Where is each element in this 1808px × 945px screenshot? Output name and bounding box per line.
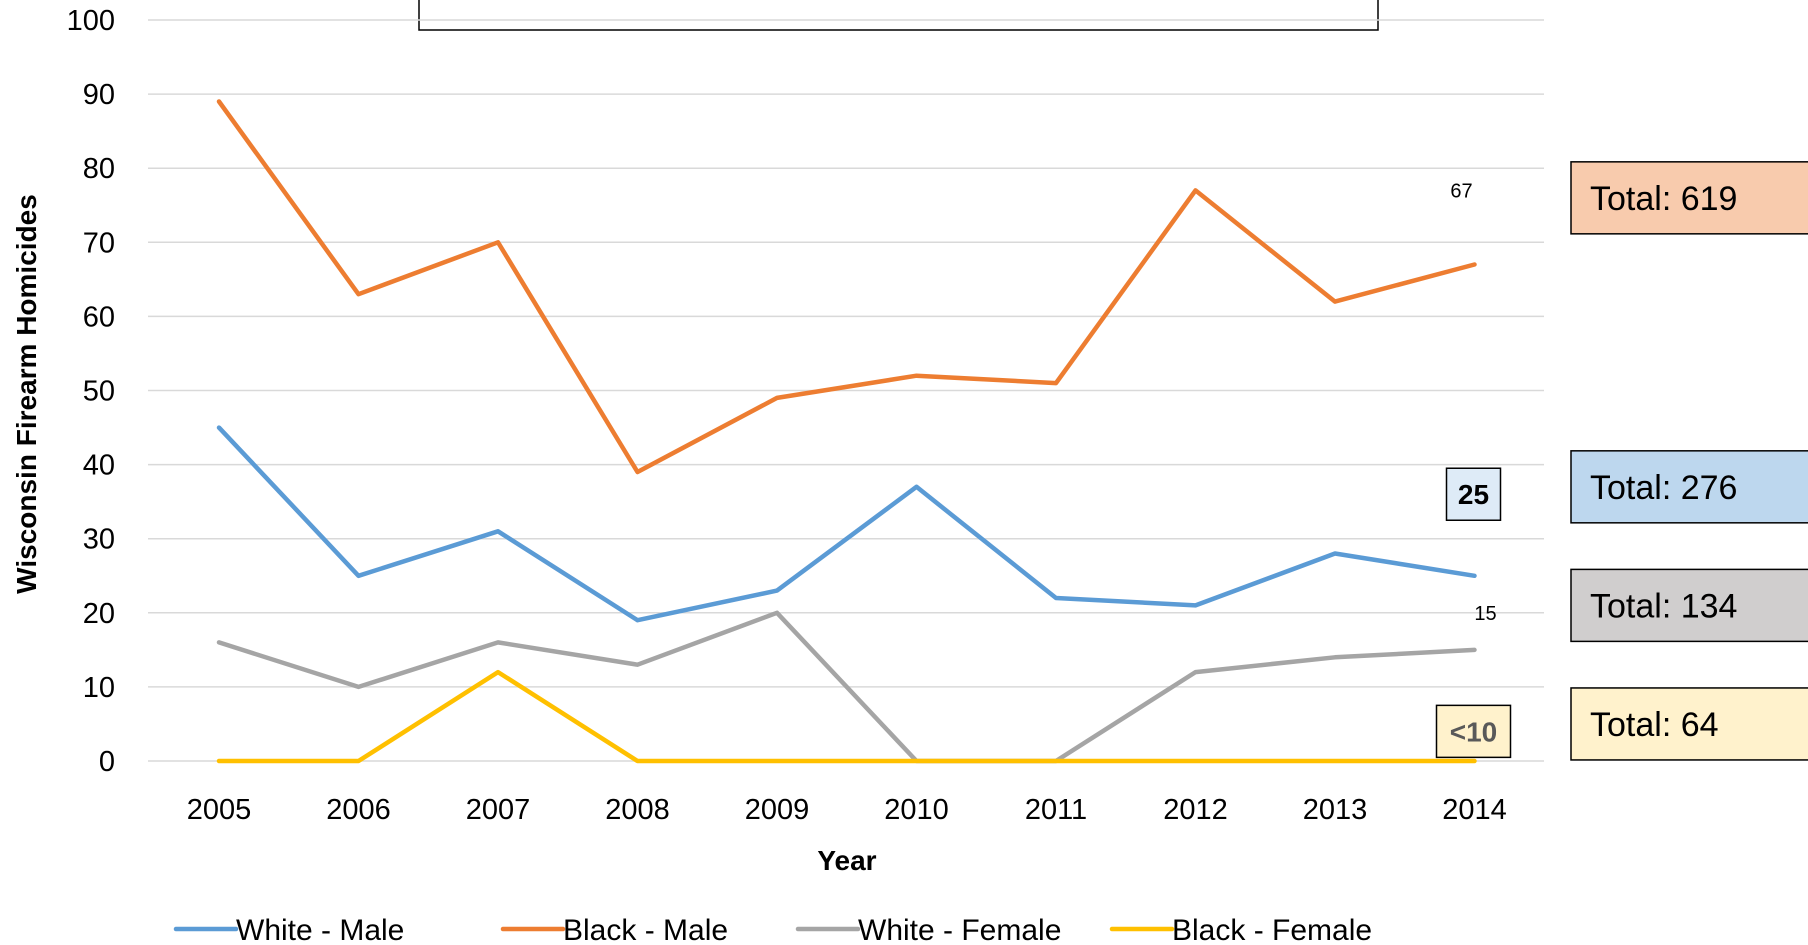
x-tick-label: 2010 bbox=[884, 794, 949, 826]
y-tick-label: 50 bbox=[83, 376, 115, 408]
total-boxes: Total: 619 Total: 276 Total: 134 Total: 64 bbox=[1570, 161, 1808, 761]
series-line-white-female bbox=[216, 610, 1477, 764]
data-label: 15 bbox=[1474, 603, 1496, 625]
y-tick-label: 40 bbox=[83, 450, 115, 482]
legend: White - Male Black - Male White - Female Bl… bbox=[173, 914, 1372, 945]
x-axis-title: Year bbox=[817, 845, 876, 876]
x-tick-label: 2007 bbox=[466, 794, 531, 826]
data-label-box bbox=[1445, 467, 1502, 521]
y-axis-ticks: 0 10 20 30 40 50 60 70 80 90 100 bbox=[67, 5, 115, 778]
y-tick-label: 100 bbox=[67, 5, 115, 37]
total-label: Total: 134 bbox=[1590, 587, 1737, 625]
x-tick-label: 2013 bbox=[1303, 794, 1368, 826]
data-labels: 67 25 15 <10 bbox=[1435, 180, 1512, 759]
y-tick-label: 20 bbox=[83, 598, 115, 630]
x-tick-label: 2005 bbox=[187, 794, 252, 826]
y-tick-label: 90 bbox=[83, 79, 115, 111]
y-tick-label: 10 bbox=[83, 672, 115, 704]
x-tick-label: 2012 bbox=[1163, 794, 1228, 826]
total-box bbox=[1570, 568, 1808, 643]
x-tick-label: 2011 bbox=[1025, 794, 1087, 826]
total-label: Total: 64 bbox=[1590, 706, 1719, 744]
y-axis-title: Wisconsin Firearm Homicides bbox=[11, 194, 42, 594]
y-tick-label: 30 bbox=[83, 524, 115, 556]
y-tick-label: 0 bbox=[99, 746, 115, 778]
series-line-black-male bbox=[216, 99, 1477, 475]
total-label: Total: 276 bbox=[1590, 469, 1737, 507]
total-box bbox=[1570, 161, 1808, 235]
total-label: Total: 619 bbox=[1590, 180, 1737, 218]
y-tick-label: 80 bbox=[83, 153, 115, 185]
series-lines bbox=[216, 99, 1477, 764]
x-tick-label: 2009 bbox=[745, 794, 810, 826]
y-tick-label: 70 bbox=[83, 227, 115, 259]
legend-label: White - Female bbox=[858, 914, 1061, 945]
total-box bbox=[1570, 450, 1808, 524]
total-box bbox=[1570, 687, 1808, 761]
series-line-white-male bbox=[216, 425, 1477, 623]
series-line-black-female bbox=[216, 669, 1477, 764]
data-label-box bbox=[1435, 704, 1512, 759]
x-tick-label: 2006 bbox=[326, 794, 391, 826]
x-tick-label: 2014 bbox=[1442, 794, 1507, 826]
gridlines bbox=[148, 19, 1544, 762]
x-axis-ticks: 2005 2006 2007 2008 2009 2010 2011 2012 2013 2014 bbox=[187, 794, 1507, 826]
legend-label: Black - Female bbox=[1172, 914, 1372, 945]
title-box bbox=[418, 0, 1379, 31]
x-tick-label: 2008 bbox=[605, 794, 670, 826]
data-label: <10 bbox=[1450, 716, 1498, 747]
data-label: 25 bbox=[1458, 479, 1489, 510]
y-tick-label: 60 bbox=[83, 301, 115, 333]
data-label: 67 bbox=[1450, 180, 1472, 202]
legend-label: White - Male bbox=[236, 914, 404, 945]
legend-label: Black - Male bbox=[563, 914, 728, 945]
